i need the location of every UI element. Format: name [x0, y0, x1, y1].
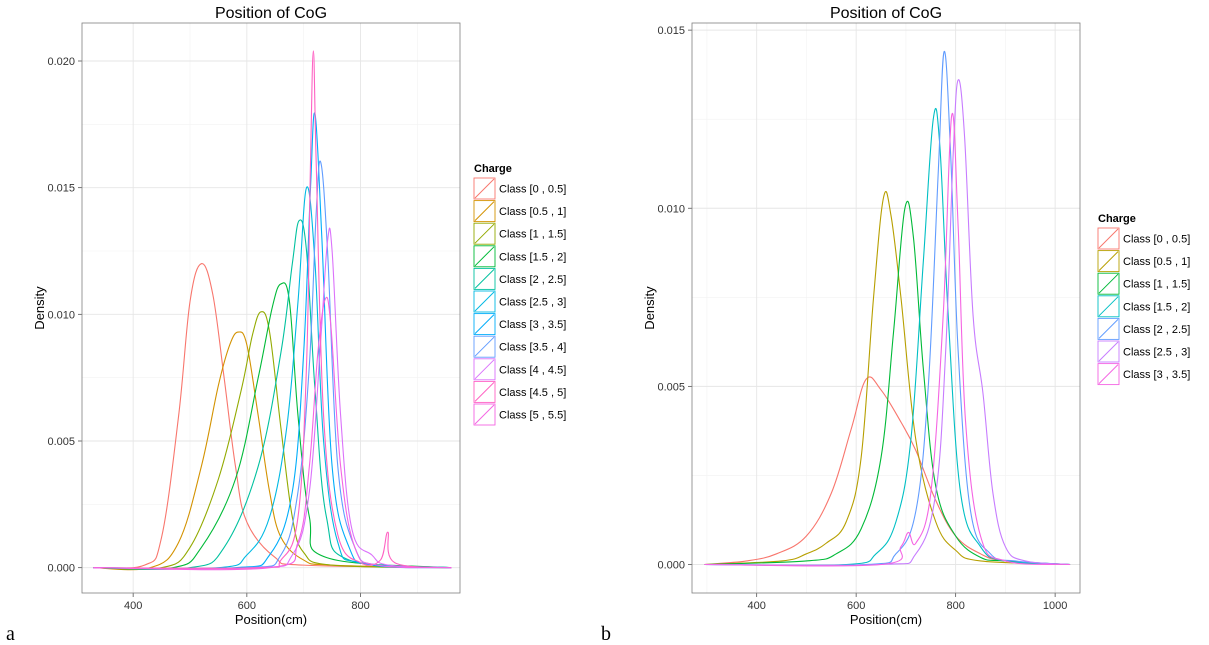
- legend-key-line: [1098, 251, 1119, 271]
- y-tick-label: 0.010: [47, 309, 75, 321]
- legend-label: Class [0 , 0.5]: [499, 184, 566, 196]
- legend-label: Class [2 , 2.5]: [1123, 324, 1190, 336]
- series-line-6: [93, 186, 452, 570]
- series-line-7: [704, 112, 1071, 567]
- y-tick-label: 0.020: [47, 56, 75, 68]
- chart-title: Position of CoG: [215, 5, 327, 22]
- plot-border: [691, 22, 1081, 594]
- legend-label: Class [4.5 , 5]: [499, 387, 566, 399]
- legend-label: Class [0.5 , 1]: [1123, 256, 1190, 268]
- series-line-5: [93, 219, 452, 570]
- legend-label: Class [1.5 , 2]: [1123, 301, 1190, 313]
- legend-label: Class [3.5 , 4]: [499, 342, 566, 354]
- x-tick-label: 400: [747, 600, 765, 612]
- legend-key-line: [1098, 228, 1119, 249]
- x-tick-label: 400: [124, 600, 142, 612]
- x-axis-label: Position(cm): [850, 612, 922, 627]
- legend-label: Class [0 , 0.5]: [1123, 234, 1190, 246]
- chart-title: Position of CoG: [830, 5, 942, 22]
- series-line-6: [704, 79, 1071, 566]
- series-line-9: [93, 227, 452, 570]
- series-line-1: [704, 376, 1071, 566]
- legend-label: Class [0.5 , 1]: [499, 206, 566, 218]
- series-line-2: [93, 331, 452, 571]
- legend-key-line: [474, 269, 495, 289]
- plot-background: [82, 23, 460, 593]
- x-tick-label: 800: [946, 600, 964, 612]
- legend-label: Class [4 , 4.5]: [499, 364, 566, 376]
- series-line-10: [93, 50, 452, 569]
- series-line-2: [704, 191, 1071, 566]
- y-tick-label: 0.015: [657, 25, 685, 37]
- y-tick-label: 0.010: [657, 203, 685, 215]
- legend-label: Class [1 , 1.5]: [499, 229, 566, 241]
- plot-background: [692, 23, 1080, 593]
- series-line-5: [704, 50, 1071, 566]
- series-line-3: [93, 311, 452, 570]
- legend-key-line: [474, 201, 495, 221]
- plot-border: [81, 22, 461, 594]
- chart-panel-a: 400 600 800 0.000 0.005 0.010 0.015 0.020 Positi…: [6, 5, 566, 645]
- series-line-4: [704, 107, 1071, 566]
- x-tick-label: 600: [238, 600, 256, 612]
- legend-key-line: [474, 336, 495, 357]
- series-line-4: [93, 282, 452, 570]
- legend-key-line: [1098, 319, 1119, 339]
- legend-label: Class [3 , 3.5]: [499, 319, 566, 331]
- legend-key-line: [474, 223, 495, 244]
- legend-label: Class [2 , 2.5]: [499, 274, 566, 286]
- legend-key-line: [1098, 296, 1119, 317]
- legend: Charge Class [0 , 0.5] Class [0.5 , 1] Clas…: [1097, 213, 1190, 386]
- chart-panel-b: 400 600 800 1000 0.000 0.005 0.010 0.015 Positio…: [601, 5, 1190, 645]
- legend-key-line: [1098, 364, 1119, 384]
- x-tick-label: 600: [847, 600, 865, 612]
- y-tick-label: 0.000: [47, 563, 75, 575]
- legend-title: Charge: [1098, 213, 1136, 225]
- legend-label: Class [1.5 , 2]: [499, 251, 566, 263]
- legend-key-line: [474, 359, 495, 380]
- x-tick-label: 800: [351, 600, 369, 612]
- legend-label: Class [1 , 1.5]: [1123, 279, 1190, 291]
- legend: Charge Class [0 , 0.5] Class [0.5 , 1] Clas…: [473, 163, 566, 426]
- series-line-11: [93, 296, 452, 571]
- legend-key-line: [474, 178, 495, 199]
- x-tick-label: 1000: [1043, 600, 1067, 612]
- series-line-7: [93, 112, 452, 570]
- series-line-3: [704, 200, 1071, 566]
- legend-label: Class [2.5 , 3]: [1123, 347, 1190, 359]
- legend-title: Charge: [474, 163, 512, 175]
- x-axis-label: Position(cm): [235, 612, 307, 627]
- legend-key-line: [474, 382, 495, 402]
- legend-label: Class [5 , 5.5]: [499, 410, 566, 422]
- legend-label: Class [2.5 , 3]: [499, 297, 566, 309]
- legend-key-line: [474, 314, 495, 334]
- y-tick-label: 0.015: [47, 183, 75, 195]
- y-axis-label: Density: [32, 286, 47, 330]
- panel-label: a: [6, 623, 15, 645]
- y-tick-label: 0.005: [657, 381, 685, 393]
- y-axis-label: Density: [642, 286, 657, 330]
- legend-key-line: [474, 404, 495, 425]
- legend-label: Class [3 , 3.5]: [1123, 369, 1190, 381]
- y-tick-label: 0.000: [657, 560, 685, 572]
- legend-key-line: [474, 246, 495, 267]
- series-line-1: [93, 263, 452, 569]
- legend-key-line: [1098, 341, 1119, 362]
- legend-key-line: [1098, 273, 1119, 294]
- legend-key-line: [474, 291, 495, 312]
- y-tick-label: 0.005: [47, 436, 75, 448]
- panel-label: b: [601, 623, 611, 645]
